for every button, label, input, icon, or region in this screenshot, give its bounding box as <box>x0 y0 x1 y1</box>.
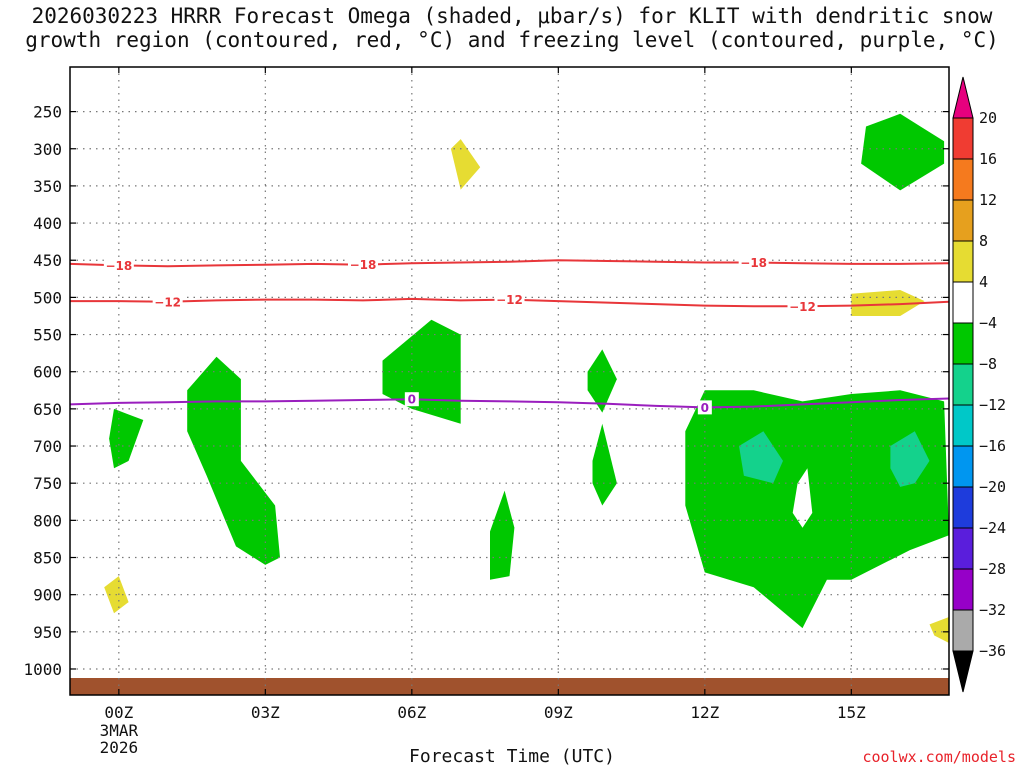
omega-region-5 <box>109 408 144 469</box>
y-tick-label: 850 <box>33 549 62 568</box>
x-tick-label: 06Z <box>397 703 426 722</box>
omega-region-14 <box>929 617 949 643</box>
omega-region-1 <box>861 113 945 191</box>
omega-region-0 <box>450 139 481 190</box>
x-tick-label: 00Z <box>104 703 133 722</box>
colorbar-label: 20 <box>979 109 997 127</box>
contour-label-bg <box>152 294 183 309</box>
contour-label-bg <box>348 257 378 272</box>
x-tick-label: 15Z <box>837 703 866 722</box>
colorbar-band <box>952 158 974 201</box>
x-tick-label: 12Z <box>690 703 719 722</box>
colorbar-band <box>952 363 974 406</box>
plot-frame <box>69 66 950 696</box>
chart-title-line-1: 2026030223 HRRR Forecast Omega (shaded, … <box>31 4 993 28</box>
colorbar-label: −20 <box>979 478 1006 496</box>
ground-shading <box>70 678 949 695</box>
omega-region-4 <box>187 356 280 565</box>
contour-label: −12 <box>789 300 816 314</box>
contour-line-0 <box>70 259 949 268</box>
contour-label: −18 <box>350 258 377 272</box>
colorbar-label: 12 <box>979 191 997 209</box>
y-tick-label: 450 <box>33 251 62 270</box>
chart-title-line-2: growth region (contoured, red, °C) and f… <box>25 28 999 52</box>
contour-label-bg <box>787 299 818 314</box>
colorbar-label: 16 <box>979 150 997 168</box>
y-tick-label: 650 <box>33 400 62 419</box>
contour-label-bg <box>738 255 769 270</box>
colorbar-label: −32 <box>979 601 1006 619</box>
colorbar-band <box>952 445 974 488</box>
omega-region-10 <box>685 390 949 629</box>
omega-region-12 <box>739 431 783 484</box>
x-tick-sublabel: 3MAR <box>100 721 139 740</box>
contour-label: −12 <box>496 293 523 307</box>
contour-label-bg <box>494 292 525 307</box>
omega-region-7 <box>490 490 515 580</box>
colorbar-label: −12 <box>979 396 1006 414</box>
colorbar-label: 8 <box>979 232 988 250</box>
colorbar: 20 16 12 8 4 −4 −8 −12 −16 −20 −24 −28 −32 −36 <box>952 76 1006 693</box>
y-tick-label: 700 <box>33 437 62 456</box>
colorbar-label: −8 <box>979 355 997 373</box>
y-tick-label: 300 <box>33 140 62 159</box>
omega-region-9 <box>592 423 617 506</box>
colorbar-band <box>952 609 974 652</box>
colorbar-label: −16 <box>979 437 1006 455</box>
colorbar-band <box>952 527 974 570</box>
contour-label: 0 <box>408 393 416 407</box>
colorbar-band <box>952 322 974 365</box>
y-tick-label: 600 <box>33 363 62 382</box>
y-tick-label: 400 <box>33 214 62 233</box>
y-tick-label: 550 <box>33 326 62 345</box>
plot-area: −18 −18 −18 −12 −12 −12 0 0 <box>70 67 949 695</box>
credit-link[interactable]: coolwx.com/models <box>862 748 1016 766</box>
contour-label-bg <box>103 258 134 273</box>
contour-label: −18 <box>740 256 767 270</box>
colorbar-band <box>952 486 974 529</box>
colorbar-label: −36 <box>979 642 1006 660</box>
colorbar-band <box>952 240 974 283</box>
colorbar-band <box>952 404 974 447</box>
colorbar-band <box>952 199 974 242</box>
y-tick-label: 750 <box>33 474 62 493</box>
omega-region-2 <box>851 290 925 316</box>
colorbar-band <box>952 117 974 160</box>
y-tick-label: 500 <box>33 288 62 307</box>
x-axis-label: Forecast Time (UTC) <box>409 746 615 767</box>
contour-label: −12 <box>154 295 181 309</box>
y-tick-label: 950 <box>33 623 62 642</box>
colorbar-label: −24 <box>979 519 1006 537</box>
omega-region-11 <box>792 468 813 528</box>
x-tick-label: 09Z <box>544 703 573 722</box>
contour-label: 0 <box>701 401 709 415</box>
contour-label-bg <box>697 400 712 415</box>
colorbar-band <box>952 281 974 324</box>
y-tick-label: 250 <box>33 103 62 122</box>
colorbar-band <box>952 650 974 693</box>
omega-region-13 <box>890 431 930 487</box>
omega-region-8 <box>587 349 617 413</box>
colorbar-label: −28 <box>979 560 1006 578</box>
colorbar-label: −4 <box>979 314 997 332</box>
colorbar-band <box>952 568 974 611</box>
y-tick-label: 1000 <box>23 660 62 679</box>
colorbar-band <box>952 76 974 119</box>
colorbar-label: 4 <box>979 273 988 291</box>
chart-title: 2026030223 HRRR Forecast Omega (shaded, … <box>0 4 1024 52</box>
y-tick-label: 900 <box>33 586 62 605</box>
contour-line-2 <box>70 397 949 409</box>
y-tick-label: 350 <box>33 177 62 196</box>
contour-label: −18 <box>105 259 132 273</box>
x-tick-label: 03Z <box>251 703 280 722</box>
x-tick-sublabel: 2026 <box>100 738 139 757</box>
contour-label-bg <box>404 392 419 407</box>
y-tick-label: 800 <box>33 511 62 530</box>
